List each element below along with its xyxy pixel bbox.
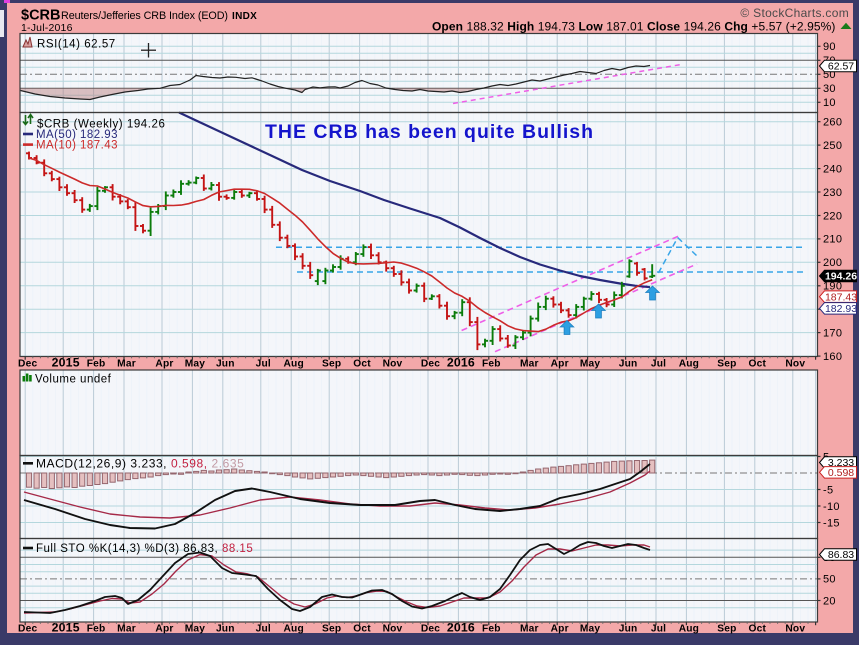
svg-text:Mar: Mar xyxy=(520,624,539,635)
svg-text:86.83: 86.83 xyxy=(828,549,854,561)
svg-text:Jun: Jun xyxy=(619,624,638,635)
svg-text:190: 190 xyxy=(823,281,842,293)
svg-text:May: May xyxy=(185,359,206,370)
svg-text:Jun: Jun xyxy=(619,359,638,370)
svg-text:Aug: Aug xyxy=(679,359,699,370)
svg-text:210: 210 xyxy=(823,234,842,246)
svg-text:Mar: Mar xyxy=(117,359,136,370)
svg-text:MACD(12,26,9) 3.233, 0.598, 2.: MACD(12,26,9) 3.233, 0.598, 2.635 xyxy=(36,456,244,470)
svg-text:Reuters/Jefferies CRB Index (E: Reuters/Jefferies CRB Index (EOD) xyxy=(61,10,228,22)
svg-text:-15: -15 xyxy=(823,517,840,529)
svg-text:200: 200 xyxy=(823,257,842,269)
svg-text:10: 10 xyxy=(823,97,836,109)
svg-text:$CRB (Weekly) 194.26: $CRB (Weekly) 194.26 xyxy=(37,118,165,130)
svg-text:Apr: Apr xyxy=(551,624,569,635)
svg-text:Sep: Sep xyxy=(717,359,736,370)
svg-text:30: 30 xyxy=(823,83,836,95)
svg-text:62.57: 62.57 xyxy=(828,61,854,73)
svg-text:Jun: Jun xyxy=(216,624,235,635)
svg-text:260: 260 xyxy=(823,117,842,129)
svg-text:-5: -5 xyxy=(823,484,833,496)
svg-text:240: 240 xyxy=(823,163,842,175)
svg-text:Apr: Apr xyxy=(551,359,569,370)
svg-text:Sep: Sep xyxy=(717,624,736,635)
svg-text:Sep: Sep xyxy=(322,624,341,635)
svg-text:160: 160 xyxy=(823,351,842,363)
svg-text:Dec: Dec xyxy=(18,624,37,635)
svg-text:Jul: Jul xyxy=(256,624,271,635)
svg-text:50: 50 xyxy=(823,574,836,586)
svg-text:Sep: Sep xyxy=(322,359,341,370)
svg-text:May: May xyxy=(580,359,601,370)
svg-text:Aug: Aug xyxy=(283,359,303,370)
svg-text:1-Jul-2016: 1-Jul-2016 xyxy=(21,22,73,34)
svg-text:Oct: Oct xyxy=(353,359,371,370)
svg-text:Jul: Jul xyxy=(651,624,666,635)
svg-text:170: 170 xyxy=(823,327,842,339)
svg-text:Open 188.32 High 194.73 Low 18: Open 188.32 High 194.73 Low 187.01 Close… xyxy=(432,20,836,34)
svg-text:Dec: Dec xyxy=(421,359,440,370)
svg-text:-10: -10 xyxy=(823,501,840,513)
svg-text:Feb: Feb xyxy=(87,359,106,370)
svg-text:Nov: Nov xyxy=(383,624,403,635)
svg-text:182.93: 182.93 xyxy=(825,303,857,315)
svg-text:Full STO %K(14,3) %D(3) 86.83,: Full STO %K(14,3) %D(3) 86.83, 88.15 xyxy=(36,543,253,555)
svg-text:May: May xyxy=(185,624,206,635)
svg-text:$CRB: $CRB xyxy=(21,8,60,24)
svg-text:230: 230 xyxy=(823,187,842,199)
svg-text:Jun: Jun xyxy=(216,359,235,370)
svg-text:THE CRB has been quite Bullish: THE CRB has been quite Bullish xyxy=(265,121,594,143)
svg-text:2016: 2016 xyxy=(447,621,475,635)
svg-text:MA(10) 187.43: MA(10) 187.43 xyxy=(36,140,118,152)
svg-text:Feb: Feb xyxy=(482,359,501,370)
svg-text:20: 20 xyxy=(823,595,836,607)
svg-text:Mar: Mar xyxy=(117,624,136,635)
svg-text:Nov: Nov xyxy=(383,359,403,370)
svg-text:194.26: 194.26 xyxy=(825,271,857,283)
svg-text:MA(50) 182.93: MA(50) 182.93 xyxy=(36,129,118,141)
svg-text:Mar: Mar xyxy=(520,359,539,370)
svg-text:Oct: Oct xyxy=(749,359,767,370)
svg-text:Oct: Oct xyxy=(749,624,767,635)
svg-text:Feb: Feb xyxy=(482,624,501,635)
svg-text:220: 220 xyxy=(823,210,842,222)
svg-text:May: May xyxy=(580,624,601,635)
svg-text:Jul: Jul xyxy=(256,359,271,370)
svg-text:Jul: Jul xyxy=(651,359,666,370)
svg-text:2015: 2015 xyxy=(52,621,80,635)
svg-text:Aug: Aug xyxy=(679,624,699,635)
svg-text:Apr: Apr xyxy=(155,624,173,635)
svg-text:Feb: Feb xyxy=(87,624,106,635)
svg-text:RSI(14) 62.57: RSI(14) 62.57 xyxy=(37,39,116,51)
svg-text:Nov: Nov xyxy=(785,624,805,635)
svg-text:Volume undef: Volume undef xyxy=(35,374,112,386)
svg-text:INDX: INDX xyxy=(232,11,257,22)
svg-text:90: 90 xyxy=(823,41,836,53)
svg-text:Oct: Oct xyxy=(353,624,371,635)
svg-text:2015: 2015 xyxy=(52,356,80,370)
svg-text:Nov: Nov xyxy=(785,359,805,370)
svg-text:0.598: 0.598 xyxy=(828,467,854,479)
svg-text:© StockCharts.com: © StockCharts.com xyxy=(740,6,849,20)
svg-text:Dec: Dec xyxy=(421,624,440,635)
svg-text:Dec: Dec xyxy=(18,359,37,370)
svg-text:250: 250 xyxy=(823,140,842,152)
svg-text:2016: 2016 xyxy=(447,356,475,370)
svg-text:Aug: Aug xyxy=(283,624,303,635)
svg-text:Apr: Apr xyxy=(155,359,173,370)
svg-text:187.43: 187.43 xyxy=(825,291,857,303)
